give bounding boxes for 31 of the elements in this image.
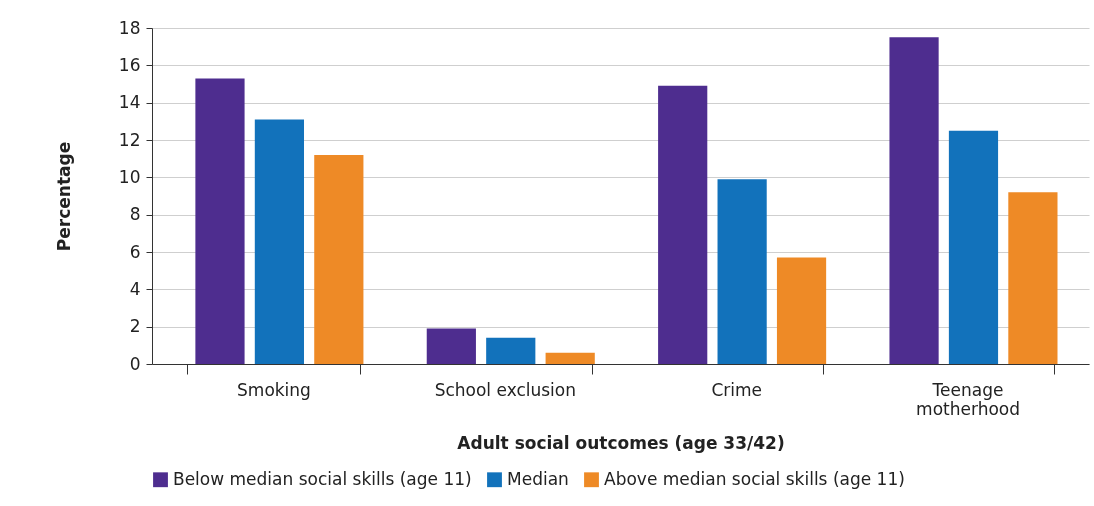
bar [948, 130, 999, 364]
y-tick-label: 10 [118, 166, 141, 187]
bar [717, 179, 767, 364]
y-tick-label: 6 [129, 241, 141, 262]
bar [254, 119, 305, 364]
bar [889, 37, 939, 364]
bar [658, 85, 708, 364]
legend-label: Above median social skills (age 11) [604, 468, 905, 489]
y-tick-label: 4 [129, 278, 141, 299]
x-tick-label: Crime [711, 379, 762, 400]
legend-label: Below median social skills (age 11) [173, 468, 472, 489]
bar [776, 257, 827, 364]
bar [486, 337, 536, 364]
y-tick-label: 16 [118, 54, 141, 75]
y-tick-label: 14 [118, 92, 141, 113]
legend-label: Median [507, 468, 569, 489]
bar [1008, 192, 1058, 364]
bar [314, 154, 364, 364]
y-tick-label: 2 [129, 316, 141, 337]
y-axis-title: Percentage [53, 141, 74, 252]
bar [195, 78, 245, 364]
bar [426, 328, 476, 364]
x-axis-title: Adult social outcomes (age 33/42) [457, 432, 785, 453]
y-tick-label: 8 [129, 204, 141, 225]
x-tick-label: Smoking [237, 379, 311, 400]
x-tick-label: School exclusion [434, 379, 577, 400]
x-tick-label: Teenage motherhood [916, 379, 1020, 419]
bar [545, 352, 595, 364]
y-tick-label: 18 [118, 17, 141, 38]
y-tick-label: 0 [129, 353, 141, 374]
y-tick-label: 12 [118, 129, 141, 150]
